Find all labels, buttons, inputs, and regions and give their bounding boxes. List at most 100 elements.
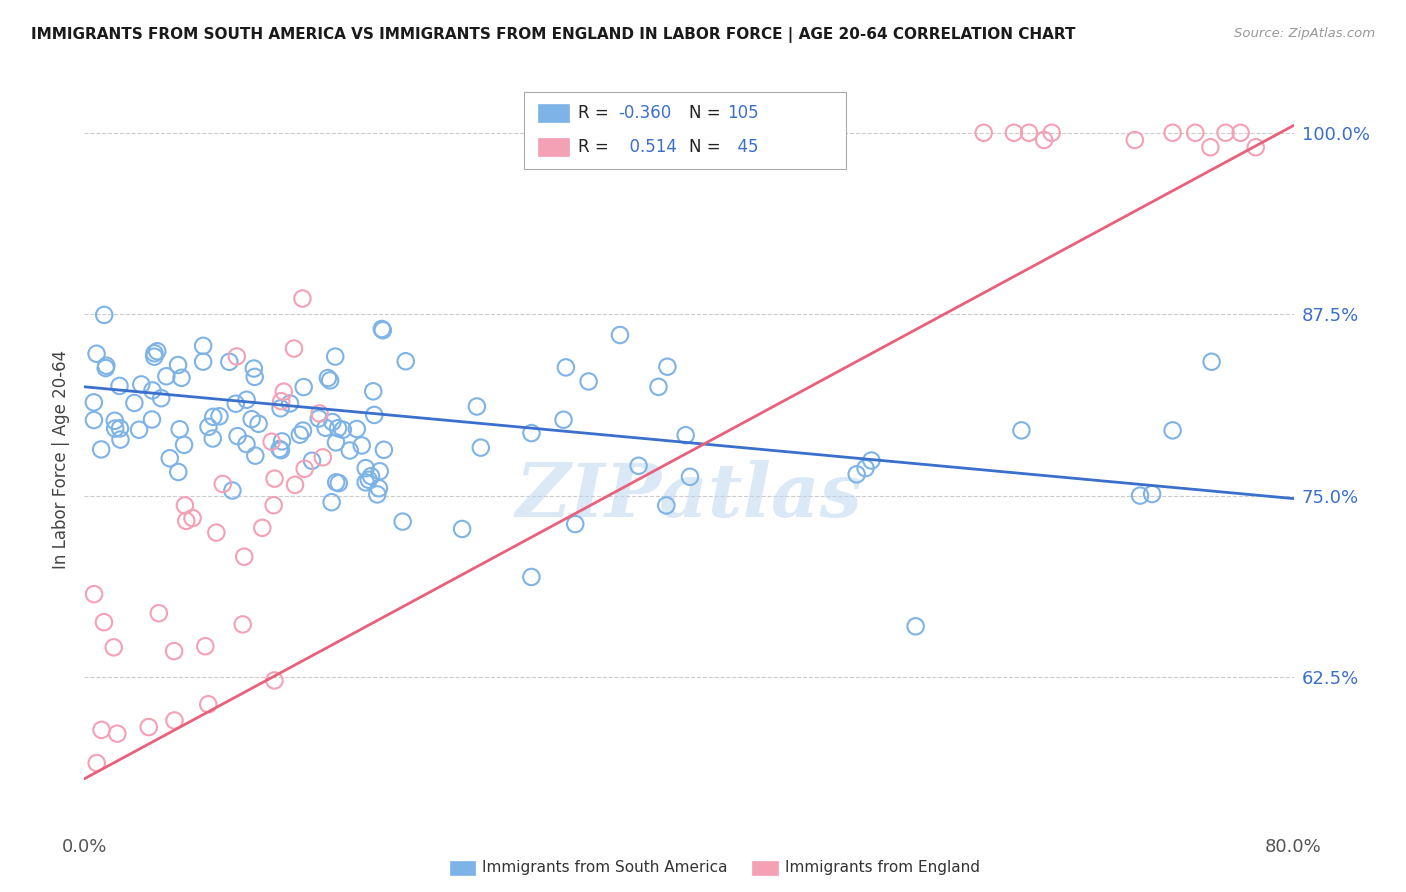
Point xyxy=(368,481,391,495)
Point xyxy=(470,441,492,455)
Point xyxy=(520,570,543,584)
Point xyxy=(270,443,292,458)
Point xyxy=(360,469,382,483)
Point xyxy=(283,342,305,356)
Point xyxy=(973,126,995,140)
Point xyxy=(141,384,163,398)
Point xyxy=(368,464,391,478)
Text: IMMIGRANTS FROM SOUTH AMERICA VS IMMIGRANTS FROM ENGLAND IN LABOR FORCE | AGE 20: IMMIGRANTS FROM SOUTH AMERICA VS IMMIGRA… xyxy=(31,27,1076,43)
Point xyxy=(173,438,195,452)
Point xyxy=(129,377,152,392)
Point xyxy=(363,408,385,422)
Point xyxy=(578,375,600,389)
Point xyxy=(124,396,146,410)
Point xyxy=(326,421,349,435)
Point xyxy=(357,473,380,487)
Point xyxy=(655,499,678,513)
Point xyxy=(1161,126,1184,140)
Point xyxy=(1002,126,1025,140)
Point xyxy=(146,344,169,359)
Point xyxy=(308,407,330,421)
Point xyxy=(245,449,267,463)
Text: -0.360: -0.360 xyxy=(619,104,672,122)
Point xyxy=(233,549,256,564)
Point xyxy=(1201,355,1223,369)
Point xyxy=(312,450,335,465)
Point xyxy=(225,350,247,364)
Point xyxy=(108,379,131,393)
Point xyxy=(609,328,631,343)
Point xyxy=(104,421,127,435)
Point xyxy=(163,714,186,728)
Point xyxy=(150,391,173,405)
Point xyxy=(270,401,292,416)
Point xyxy=(170,371,193,385)
Point xyxy=(1040,126,1063,140)
Point xyxy=(191,354,214,368)
Point xyxy=(270,394,292,409)
Point xyxy=(235,392,257,407)
Point xyxy=(1140,487,1163,501)
Point xyxy=(263,472,285,486)
Point xyxy=(319,373,342,387)
Point xyxy=(167,358,190,372)
Point xyxy=(104,414,127,428)
Point xyxy=(291,424,314,438)
Point xyxy=(332,423,354,437)
Point xyxy=(271,434,294,449)
Point xyxy=(143,346,166,360)
Point xyxy=(339,443,361,458)
Point xyxy=(325,435,347,450)
Point xyxy=(174,499,197,513)
Point xyxy=(1033,133,1056,147)
Point xyxy=(845,467,868,482)
Point xyxy=(243,370,266,384)
Point xyxy=(191,339,214,353)
Point xyxy=(657,359,679,374)
Point xyxy=(288,427,311,442)
Point xyxy=(247,417,270,431)
Point xyxy=(197,420,219,434)
Point xyxy=(321,415,343,429)
Point xyxy=(278,396,301,410)
Point xyxy=(301,454,323,468)
Point xyxy=(194,639,217,653)
Point xyxy=(321,495,343,509)
Point xyxy=(1129,489,1152,503)
Point xyxy=(93,308,115,322)
Point xyxy=(94,361,117,376)
Point xyxy=(205,525,228,540)
Point xyxy=(675,428,697,442)
Point xyxy=(83,413,105,427)
Point xyxy=(465,400,488,414)
Point xyxy=(90,442,112,457)
Point xyxy=(361,384,384,399)
Point xyxy=(350,438,373,452)
Point xyxy=(371,323,394,337)
Text: R =: R = xyxy=(578,138,614,156)
Point xyxy=(86,756,108,770)
Point xyxy=(1199,140,1222,154)
Point xyxy=(308,411,330,425)
Point xyxy=(366,487,388,501)
Point xyxy=(855,461,877,475)
Point xyxy=(354,475,377,490)
Point xyxy=(1244,140,1267,154)
Point xyxy=(554,360,576,375)
Point xyxy=(252,521,274,535)
Point xyxy=(1215,126,1237,140)
Point xyxy=(243,361,266,376)
Text: N =: N = xyxy=(689,104,725,122)
Point xyxy=(155,369,177,384)
Text: ZIPatlas: ZIPatlas xyxy=(516,460,862,533)
Point xyxy=(167,465,190,479)
Point xyxy=(1011,423,1033,437)
Point xyxy=(86,347,108,361)
Point xyxy=(174,514,197,528)
Point xyxy=(627,458,650,473)
Text: Immigrants from South America: Immigrants from South America xyxy=(482,860,728,874)
Point xyxy=(202,409,225,424)
Point xyxy=(679,470,702,484)
Point xyxy=(371,322,394,336)
Point xyxy=(1229,126,1251,140)
